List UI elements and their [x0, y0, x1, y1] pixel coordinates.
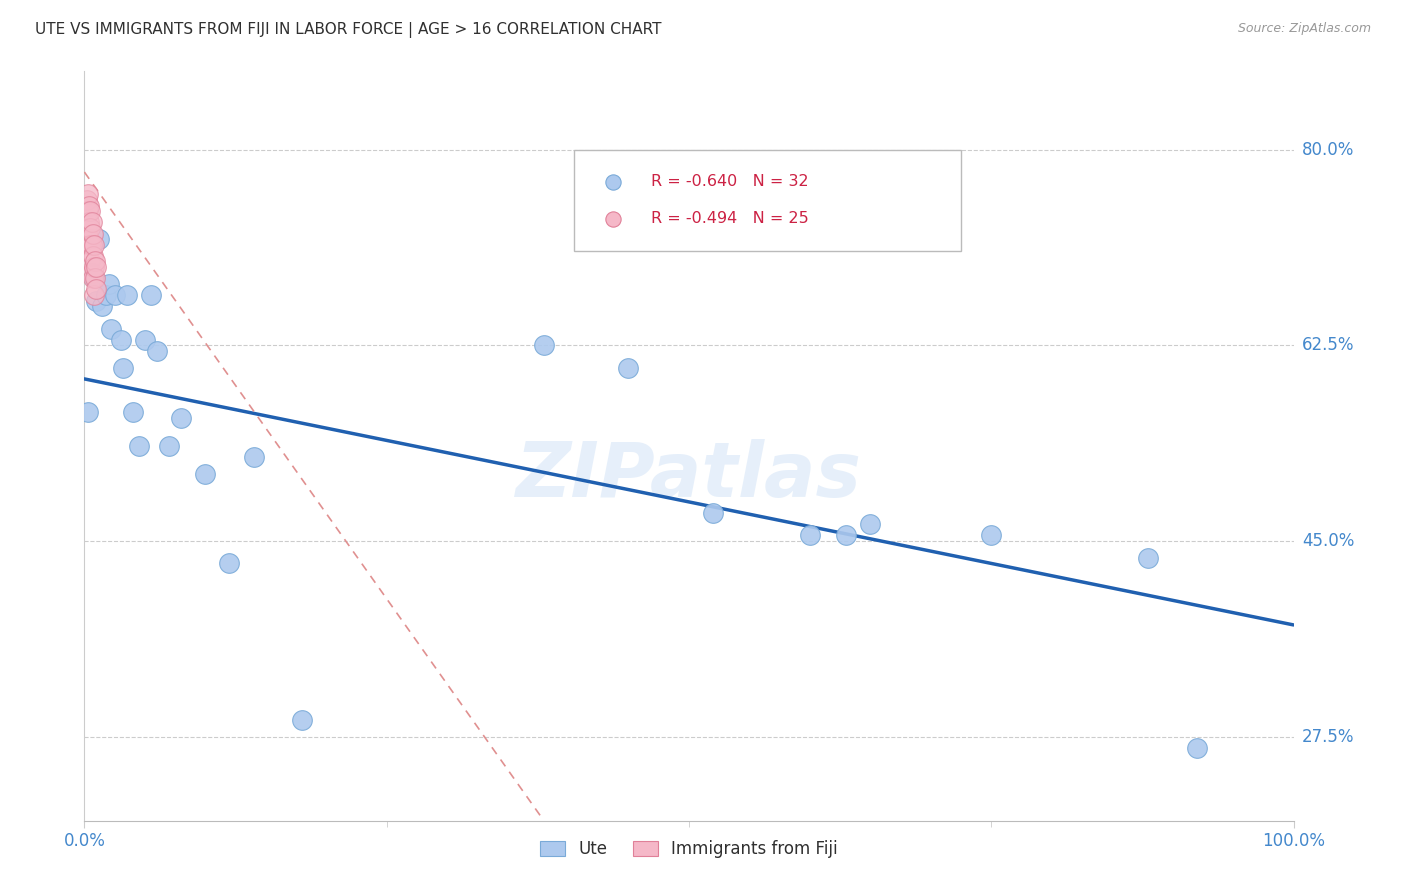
- Point: [76, 193, 98, 207]
- Point: [859, 517, 882, 532]
- Point: [84, 254, 107, 268]
- Point: [82, 227, 104, 241]
- Point: [82, 249, 104, 263]
- Point: [83, 237, 105, 252]
- Point: [799, 528, 821, 542]
- Point: [980, 528, 1002, 542]
- Text: R = -0.494   N = 25: R = -0.494 N = 25: [651, 211, 810, 227]
- Point: [104, 288, 127, 302]
- Point: [80, 237, 103, 252]
- Point: [83, 260, 105, 274]
- Point: [77, 405, 100, 419]
- Point: [139, 288, 162, 302]
- Point: [79, 221, 101, 235]
- Point: [194, 467, 217, 481]
- Point: [82, 271, 104, 285]
- Point: [128, 439, 150, 453]
- Point: [80, 215, 103, 229]
- Point: [77, 221, 100, 235]
- Point: [242, 450, 264, 465]
- Point: [87, 232, 110, 246]
- Point: [100, 321, 122, 335]
- Legend: Ute, Immigrants from Fiji: Ute, Immigrants from Fiji: [534, 833, 844, 864]
- Point: [115, 288, 138, 302]
- Point: [702, 506, 724, 520]
- Point: [533, 338, 555, 352]
- Point: [835, 528, 858, 542]
- Point: [77, 232, 100, 246]
- Point: [97, 277, 120, 291]
- Point: [1137, 550, 1160, 565]
- Point: [79, 204, 101, 219]
- Point: [110, 333, 132, 347]
- Text: 27.5%: 27.5%: [1302, 728, 1354, 746]
- FancyBboxPatch shape: [574, 150, 962, 252]
- Point: [79, 237, 101, 252]
- Point: [617, 360, 640, 375]
- Point: [77, 198, 100, 212]
- Point: [80, 266, 103, 280]
- Point: [83, 288, 105, 302]
- Point: [94, 288, 117, 302]
- Text: ZIPatlas: ZIPatlas: [516, 439, 862, 513]
- Point: [86, 293, 108, 308]
- Point: [79, 254, 101, 268]
- Point: [86, 260, 108, 274]
- Text: UTE VS IMMIGRANTS FROM FIJI IN LABOR FORCE | AGE > 16 CORRELATION CHART: UTE VS IMMIGRANTS FROM FIJI IN LABOR FOR…: [35, 22, 662, 38]
- Point: [86, 282, 108, 296]
- Point: [77, 187, 100, 202]
- Point: [1185, 741, 1208, 756]
- Point: [83, 271, 105, 285]
- Point: [76, 221, 98, 235]
- Point: [121, 405, 143, 419]
- Text: 80.0%: 80.0%: [1302, 141, 1354, 159]
- Point: [218, 557, 240, 571]
- Point: [146, 343, 169, 358]
- Text: 62.5%: 62.5%: [1302, 336, 1354, 354]
- Text: Source: ZipAtlas.com: Source: ZipAtlas.com: [1237, 22, 1371, 36]
- Point: [157, 439, 180, 453]
- Point: [77, 215, 100, 229]
- Text: 45.0%: 45.0%: [1302, 532, 1354, 550]
- Text: R = -0.640   N = 32: R = -0.640 N = 32: [651, 174, 808, 189]
- Point: [77, 204, 100, 219]
- Point: [170, 411, 193, 425]
- Point: [112, 360, 135, 375]
- Point: [291, 713, 314, 727]
- Point: [84, 271, 107, 285]
- Point: [91, 299, 114, 313]
- Point: [134, 333, 156, 347]
